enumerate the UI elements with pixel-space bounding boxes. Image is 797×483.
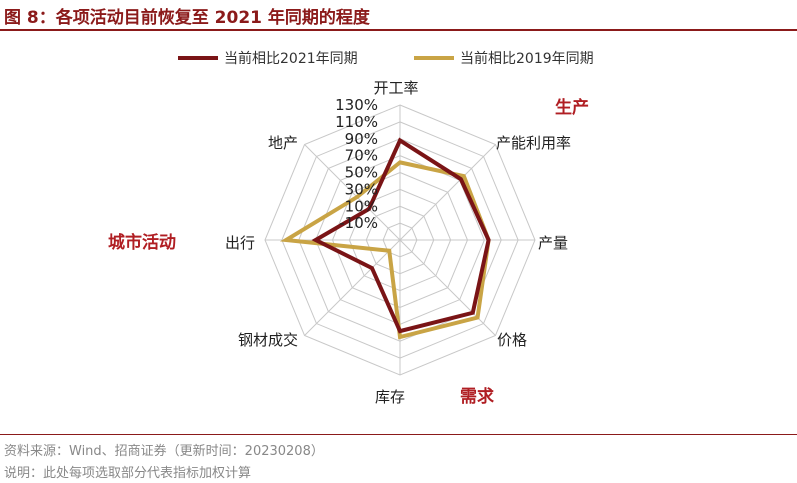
axis-label-2: 产量 [538, 234, 568, 252]
spoke-3 [399, 239, 496, 336]
legend-item-2019: 当前相比2019年同期 [414, 48, 594, 68]
legend-label-2019: 当前相比2019年同期 [460, 51, 594, 67]
series-line-0 [311, 137, 491, 334]
tick-label-0: 130% [335, 96, 378, 114]
note-text: 说明：此处每项选取部分代表指标加权计算 [4, 466, 252, 481]
series-line-1 [279, 160, 491, 340]
tick-label-4: 50% [345, 164, 378, 182]
axis-label-1: 产能利用率 [496, 134, 571, 152]
group-label-city: 城市活动 [108, 232, 176, 253]
axis-label-4: 库存 [375, 388, 405, 406]
axis-label-0: 开工率 [373, 79, 418, 97]
axis-label-7: 地产 [268, 134, 298, 152]
tick-label-1: 110% [335, 113, 378, 131]
axis-label-5: 钢材成交 [238, 331, 298, 349]
legend-item-2021: 当前相比2021年同期 [178, 48, 358, 68]
title-rule [0, 29, 797, 31]
group-label-production: 生产 [555, 97, 589, 118]
tick-label-5: 30% [345, 180, 378, 198]
legend-swatch-2021 [178, 56, 218, 60]
spoke-5 [304, 239, 401, 336]
source-text: 资料来源：Wind、招商证券（更新时间：20230208） [4, 444, 324, 459]
footer-rule [0, 434, 797, 435]
legend-swatch-2019 [414, 56, 454, 60]
tick-label-2: 90% [345, 130, 378, 148]
legend-label-2021: 当前相比2021年同期 [224, 51, 358, 67]
tick-label-3: 70% [345, 147, 378, 165]
tick-label-6: 10% [345, 197, 378, 215]
radar-chart: 130%110%90%70%50%30%10%-10% 开工率产能利用率产量价格库… [108, 79, 589, 407]
axis-label-3: 价格 [497, 331, 527, 349]
tick-label-7: -10% [339, 214, 378, 232]
spoke-1 [399, 144, 496, 241]
figure-title: 图 8：各项活动目前恢复至 2021 年同期的程度 [4, 8, 370, 28]
group-label-demand: 需求 [460, 386, 494, 407]
spoke-7 [304, 144, 401, 241]
axis-label-6: 出行 [225, 234, 255, 252]
